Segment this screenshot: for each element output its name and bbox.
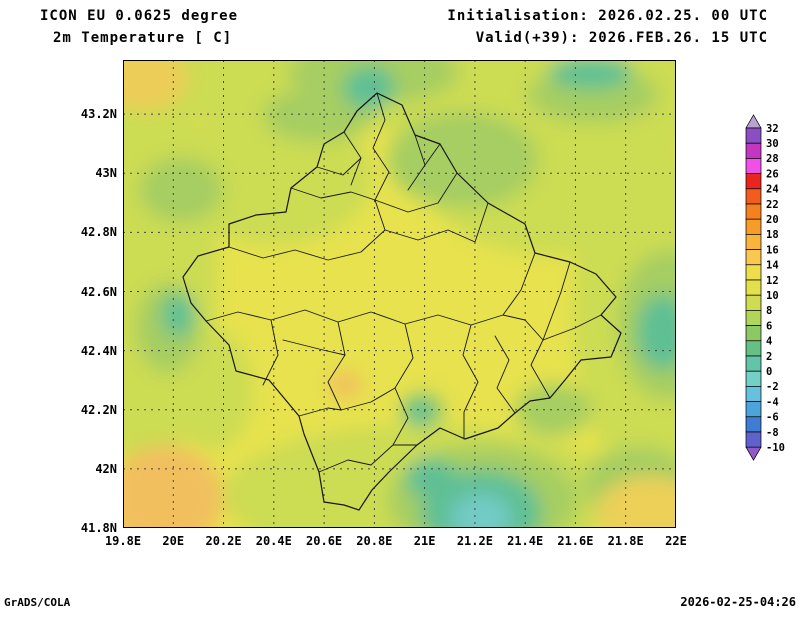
colorbar-tick-label: 32 [766, 123, 779, 135]
lon-tick-label: 20.8E [356, 534, 393, 548]
colorbar-cell [745, 310, 762, 326]
colorbar-cell [745, 401, 762, 418]
lat-tick-label: 42.8N [80, 225, 117, 240]
lon-tick-label: 21.4E [507, 534, 544, 548]
lon-tick-label: 20.2E [205, 534, 242, 548]
lon-tick-label: 21E [413, 534, 436, 548]
colorbar-bottom-triangle [745, 446, 762, 461]
colorbar-tick-label: 2 [766, 351, 772, 363]
colorbar-cell [745, 264, 762, 281]
colorbar-cell [745, 294, 762, 311]
colorbar-tick-label: -8 [766, 427, 779, 439]
colorbar-tick-label: -6 [766, 412, 779, 424]
lat-tick-label: 42.6N [80, 284, 117, 299]
colorbar-cell [745, 158, 762, 174]
lat-tick-label: 42.2N [80, 402, 117, 417]
variable-title: 2m Temperature [ C] [53, 30, 233, 46]
colorbar-tick-label: 28 [766, 153, 779, 165]
colorbar-cell [745, 127, 762, 144]
lon-tick-label: 20.6E [306, 534, 343, 548]
colorbar-cell [745, 431, 762, 448]
lat-tick-label: 43.2N [80, 107, 117, 122]
colorbar-cell [745, 355, 762, 372]
lon-tick-label: 20.4E [255, 534, 292, 548]
temperature-colorbar: 32 30 28 26 24 22 20 18 16 14 12 10 8 6 4 2 0 -2 -4 -6 -8 -10 [742, 114, 797, 466]
model-title: ICON EU 0.0625 degree [40, 8, 239, 24]
colorbar-tick-label: -4 [766, 396, 779, 408]
lon-tick-label: 21.6E [557, 534, 594, 548]
lon-tick-label: 21.8E [607, 534, 644, 548]
lat-tick-label: 41.8N [80, 521, 117, 535]
colorbar-tick-label: 6 [766, 320, 772, 332]
colorbar-tick-label: 18 [766, 229, 779, 241]
colorbar-tick-label: -2 [766, 381, 779, 393]
colorbar-tick-label: 30 [766, 138, 779, 150]
colorbar-cell [745, 370, 762, 387]
lon-tick-label: 19.8E [104, 534, 142, 548]
colorbar-tick-label: 8 [766, 305, 772, 317]
temperature-map [123, 60, 676, 528]
colorbar-cell [745, 188, 762, 205]
colorbar-cell [745, 386, 762, 402]
map-canvas [123, 60, 676, 528]
colorbar-cell [745, 173, 762, 190]
lon-tick-label: 21.2E [456, 534, 493, 548]
lat-tick-label: 42.4N [80, 343, 117, 358]
colorbar-tick-label: -10 [766, 442, 785, 454]
lat-tick-label: 42N [95, 461, 117, 476]
colorbar-tick-label: 24 [766, 184, 779, 196]
colorbar-tick-label: 12 [766, 275, 779, 287]
colorbar-tick-label: 10 [766, 290, 779, 302]
creation-timestamp: 2026-02-25-04:26 [680, 595, 796, 609]
kosovo-boundaries [182, 92, 622, 511]
colorbar-cell [745, 249, 762, 266]
colorbar-tick-label: 0 [766, 366, 772, 378]
colorbar-tick-label: 26 [766, 168, 779, 180]
lat-tick-label: 43N [95, 166, 117, 181]
colorbar-cell [745, 234, 762, 250]
grads-credit: GrADS/COLA [4, 596, 71, 609]
colorbar-tick-label: 20 [766, 214, 779, 226]
colorbar-tick-label: 22 [766, 199, 779, 211]
init-time-label: Initialisation: 2026.02.25. 00 UTC [447, 8, 768, 24]
colorbar-tick-label: 16 [766, 244, 779, 256]
colorbar-tick-label: 4 [766, 336, 772, 348]
temperature-field [123, 60, 676, 528]
lon-tick-label: 20E [162, 534, 185, 548]
colorbar-top-triangle [745, 114, 762, 129]
colorbar-tick-label: 14 [766, 260, 779, 272]
valid-time-label: Valid(+39): 2026.FEB.26. 15 UTC [475, 30, 768, 46]
colorbar-cell [745, 203, 762, 220]
map-frame [123, 60, 676, 528]
colorbar-cell [745, 279, 762, 296]
colorbar-cell [745, 325, 762, 342]
municipality-borders [205, 92, 602, 473]
colorbar-cell [745, 416, 762, 433]
lon-tick-label: 22E [665, 534, 687, 548]
colorbar-cell [745, 340, 762, 357]
colorbar-cell [745, 218, 762, 235]
colorbar-cell [745, 142, 762, 159]
